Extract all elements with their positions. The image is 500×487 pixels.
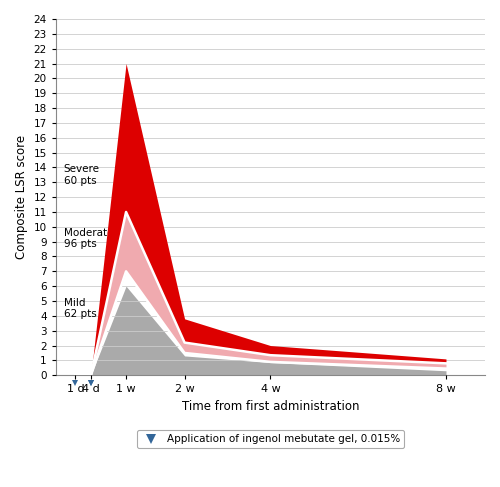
Legend: Application of ingenol mebutate gel, 0.015%: Application of ingenol mebutate gel, 0.0… — [136, 430, 404, 449]
Y-axis label: Composite LSR score: Composite LSR score — [15, 135, 28, 259]
Text: Mild
62 pts: Mild 62 pts — [64, 298, 96, 319]
X-axis label: Time from first administration: Time from first administration — [182, 400, 359, 413]
Text: Severe
60 pts: Severe 60 pts — [64, 164, 100, 186]
Text: Moderate
96 pts: Moderate 96 pts — [64, 228, 113, 249]
